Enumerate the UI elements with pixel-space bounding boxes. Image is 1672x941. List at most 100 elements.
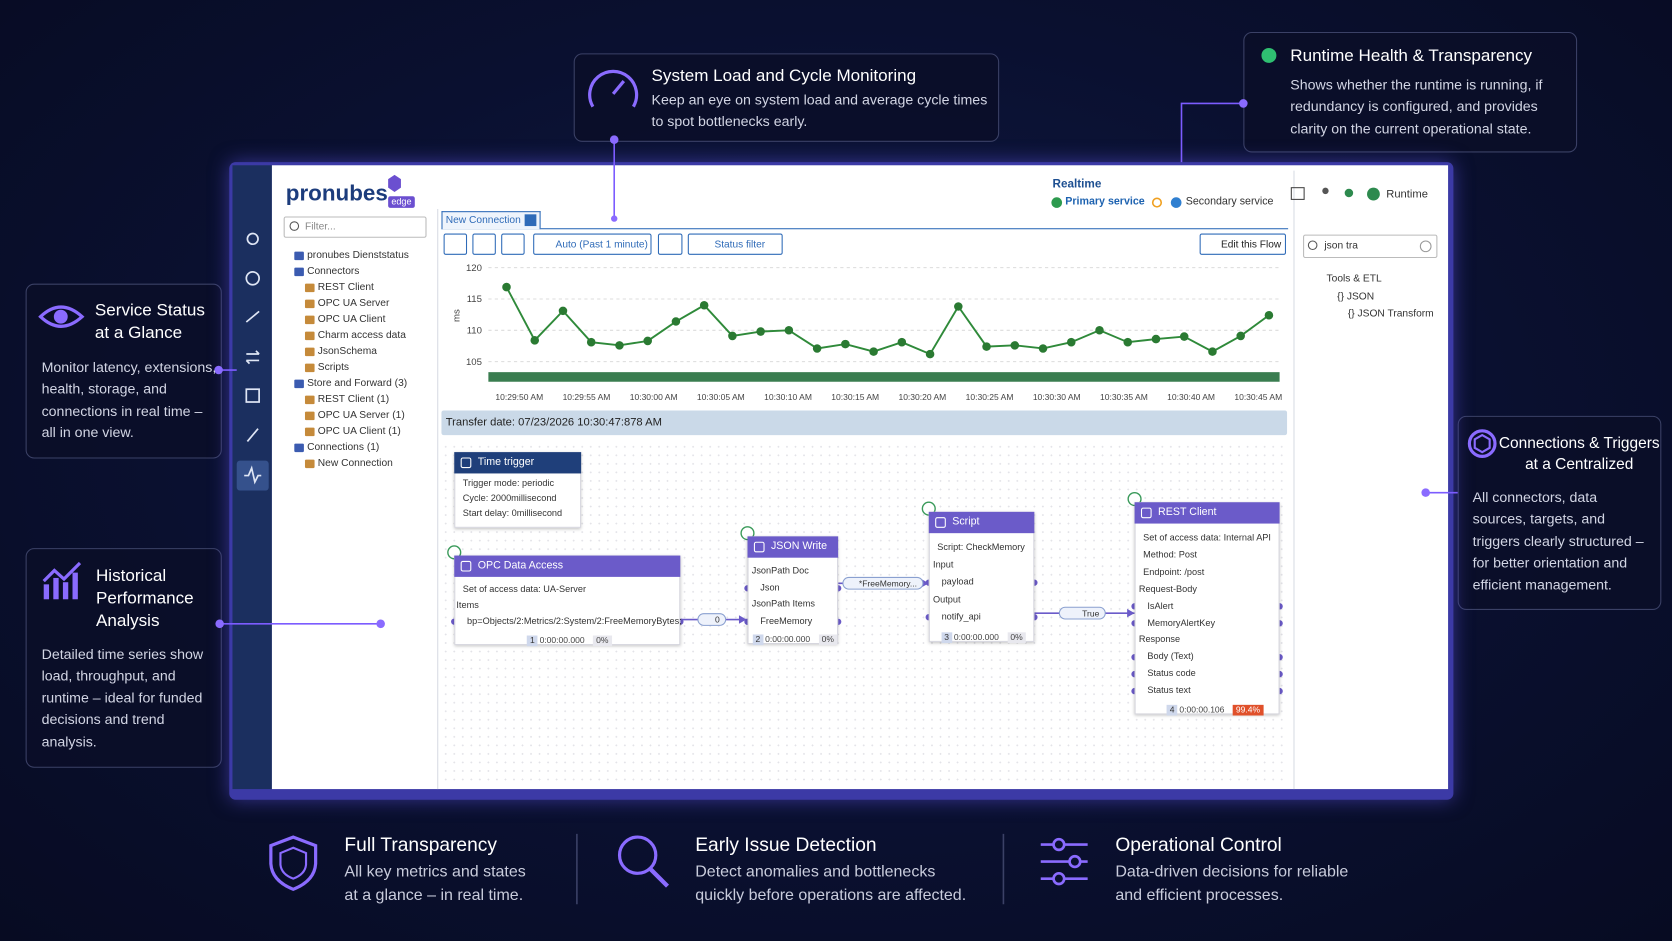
- data-point: [615, 341, 624, 350]
- tree-item[interactable]: OPC UA Client (1): [317, 425, 401, 438]
- toolbar-button[interactable]: [443, 233, 468, 255]
- callout-box: [1457, 415, 1662, 610]
- user-icon[interactable]: [1322, 187, 1329, 195]
- toolbar-button[interactable]: Status filter: [687, 233, 783, 255]
- toolbar-button[interactable]: [472, 233, 496, 255]
- search-tree-item[interactable]: {} JSON Transform: [1347, 308, 1434, 320]
- node-line: Json: [760, 581, 780, 593]
- callout-box: [1243, 31, 1578, 153]
- tree-icon: [304, 363, 315, 373]
- footer-load: 0%: [818, 634, 838, 646]
- tree-item[interactable]: Store and Forward (3): [307, 377, 408, 390]
- y-tick-label: 120: [466, 263, 482, 274]
- filter-input[interactable]: [283, 216, 427, 238]
- x-tick-label: 10:30:15 AM: [831, 392, 879, 402]
- y-tick-label: 115: [467, 294, 482, 305]
- nav-icon[interactable]: [245, 350, 260, 365]
- nav-icon[interactable]: [246, 428, 259, 443]
- icons: [38, 69, 1497, 892]
- tree-item[interactable]: pronubes Dienststatus: [307, 249, 409, 262]
- node-line: Endpoint: /post: [1143, 566, 1205, 577]
- node-header: [454, 555, 681, 577]
- data-point: [643, 336, 652, 346]
- tree-item[interactable]: OPC UA Server: [317, 297, 390, 310]
- nav-icon[interactable]: [245, 271, 260, 286]
- footer-load: 0%: [1007, 632, 1026, 643]
- edge-arrow: [1127, 608, 1135, 618]
- data-point: [756, 327, 765, 336]
- callout-text: Detailed time series show load, throughp…: [41, 646, 204, 750]
- tree-item[interactable]: Connectors: [307, 265, 360, 278]
- data-point: [1179, 332, 1189, 341]
- edge-label: 0: [697, 613, 727, 626]
- status-dot: [1261, 47, 1277, 63]
- toolbar-button[interactable]: Edit this Flow: [1199, 233, 1286, 255]
- tab-label[interactable]: New Connection: [445, 214, 521, 227]
- decoration: [1068, 854, 1082, 869]
- data-point: [982, 342, 991, 351]
- toolbar-button[interactable]: [657, 233, 683, 255]
- translate-icon[interactable]: [1290, 187, 1305, 200]
- primary-service: Primary service: [1065, 196, 1145, 208]
- feature-title: Full Transparency: [344, 833, 497, 856]
- tree-item[interactable]: REST Client: [317, 281, 374, 294]
- tab-close[interactable]: [524, 214, 537, 227]
- footer-time: 0:00:00.000: [765, 634, 811, 645]
- toolbar-button[interactable]: Auto (Past 1 minute): [533, 233, 652, 255]
- node-line: MemoryAlertKey: [1147, 616, 1216, 628]
- x-tick-label: 10:30:20 AM: [898, 392, 946, 402]
- nav-icon[interactable]: [246, 232, 259, 246]
- nav-icon[interactable]: [245, 388, 260, 403]
- search-tree-item[interactable]: Tools & ETL: [1326, 272, 1382, 285]
- series-line: [505, 286, 1270, 356]
- search-tree-item[interactable]: {} JSON: [1337, 290, 1375, 303]
- search-input[interactable]: [1303, 234, 1438, 259]
- tree-icon: [304, 459, 315, 469]
- node-icon: [460, 457, 472, 469]
- tree-item[interactable]: Connections (1): [307, 441, 380, 454]
- dot: [215, 619, 224, 629]
- tree-item[interactable]: Charm access data: [317, 329, 406, 342]
- link-icon: [1151, 197, 1163, 208]
- flow-node[interactable]: [928, 511, 1035, 642]
- dot: [376, 619, 385, 629]
- cube-icon: [1467, 429, 1497, 458]
- data-point: [1095, 326, 1104, 335]
- tree-item[interactable]: OPC UA Server (1): [317, 409, 405, 422]
- tree-item[interactable]: JsonSchema: [317, 345, 377, 358]
- nav-icon[interactable]: [245, 310, 260, 323]
- node-line: payload: [941, 576, 974, 587]
- node-line: notify_api: [941, 610, 981, 622]
- primary-check: [1051, 197, 1063, 208]
- toolbar-button[interactable]: [501, 233, 525, 255]
- tab[interactable]: [441, 211, 541, 230]
- x-tick-label: 10:30:45 AM: [1234, 392, 1282, 402]
- node-line: Request-Body: [1138, 582, 1197, 594]
- realtime[interactable]: Realtime: [1052, 178, 1102, 191]
- data-point: [558, 306, 568, 316]
- callout-text: Keep an eye on system load and average c…: [651, 91, 988, 130]
- feature-title: Operational Control: [1115, 833, 1282, 856]
- tree-item[interactable]: Scripts: [317, 361, 350, 374]
- node-icon: [1140, 507, 1152, 519]
- y-tick-label: 110: [467, 325, 482, 336]
- node-line: FreeMemory: [760, 615, 813, 627]
- tab-line: [441, 228, 1289, 230]
- tree-item[interactable]: New Connection: [317, 457, 393, 470]
- flow-node[interactable]: [1134, 502, 1280, 715]
- tree-item[interactable]: OPC UA Client: [317, 313, 386, 326]
- y-axis-label: ms: [452, 309, 463, 322]
- dot: [1421, 488, 1430, 497]
- tree-item[interactable]: REST Client (1): [317, 393, 390, 406]
- decoration: [62, 582, 69, 600]
- footer-time: 0:00:00.106: [1179, 704, 1225, 715]
- node-line: JsonPath Items: [751, 598, 815, 610]
- runtime: Runtime: [1386, 187, 1428, 201]
- decoration: [43, 584, 50, 600]
- health-icon: [1344, 188, 1354, 198]
- gauge-needle: [611, 80, 626, 95]
- nav-icon[interactable]: [244, 465, 262, 485]
- clear-icon[interactable]: [1419, 240, 1432, 253]
- node-title: Script: [952, 516, 980, 528]
